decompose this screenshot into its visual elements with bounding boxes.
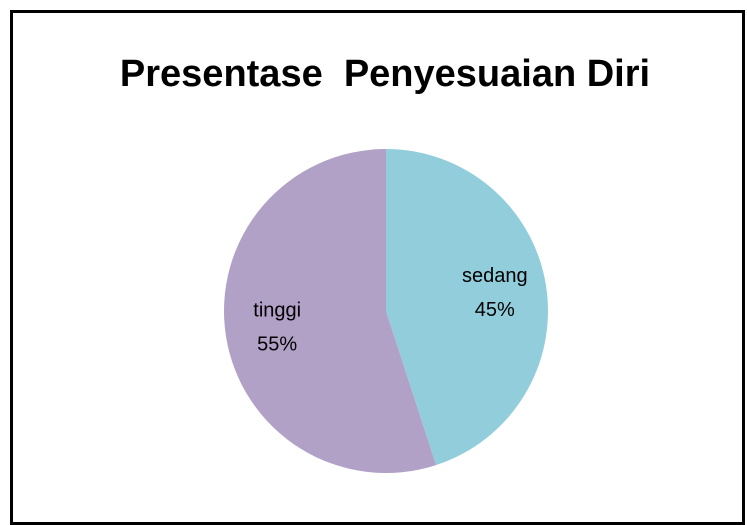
slice-category-label: sedang xyxy=(462,265,528,287)
slice-value-label: 45% xyxy=(475,299,515,321)
pie-slice xyxy=(386,149,549,466)
slice-category-label: tinggi xyxy=(253,300,301,322)
pie-slice xyxy=(224,149,437,473)
chart-title: Presentase Penyesuaian Diri xyxy=(120,53,650,95)
slice-value-label: 55% xyxy=(257,334,297,356)
